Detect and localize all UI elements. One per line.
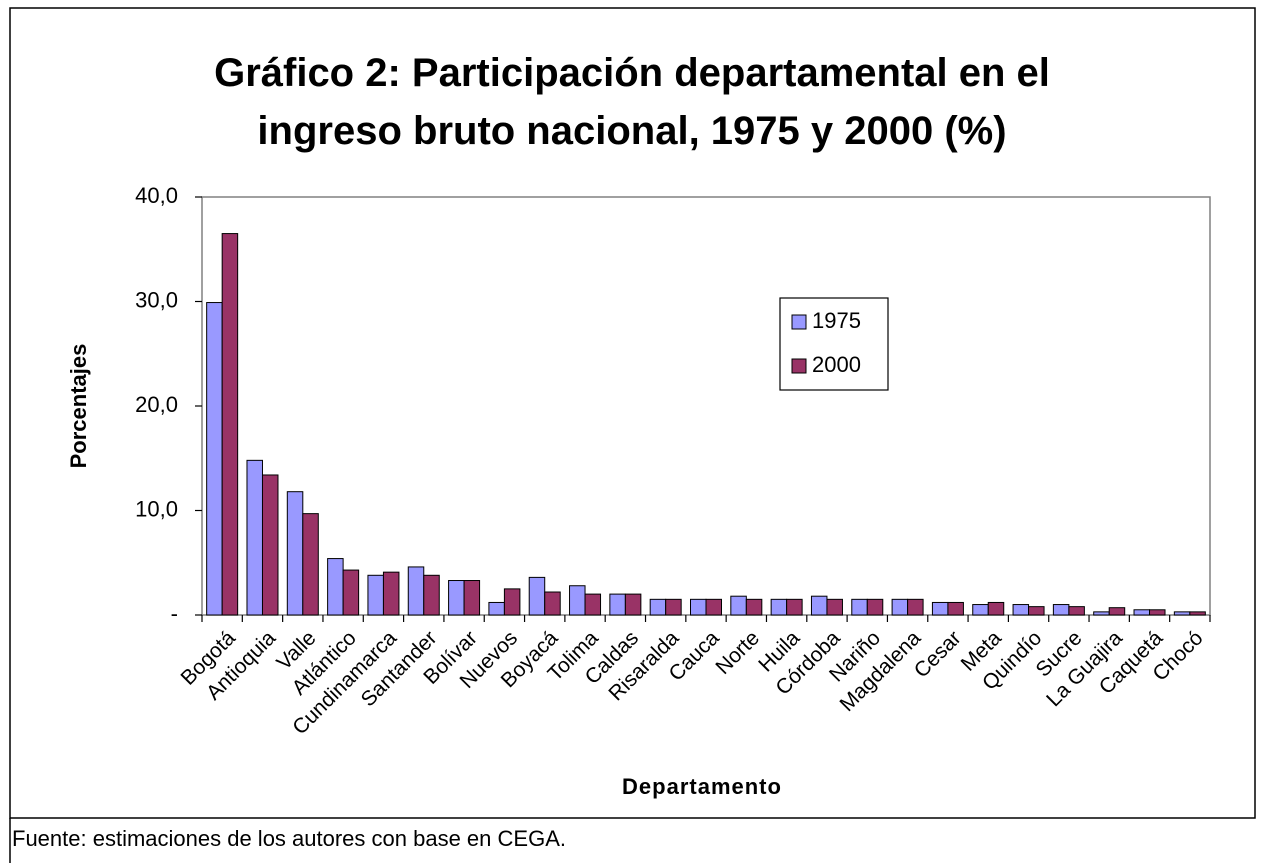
bar xyxy=(1149,609,1166,616)
bar xyxy=(327,558,344,616)
bar xyxy=(221,233,239,616)
bar xyxy=(544,591,561,616)
legend-swatch xyxy=(791,314,807,330)
bar xyxy=(987,601,1005,616)
bar xyxy=(448,580,465,616)
bar xyxy=(423,574,440,616)
bar xyxy=(826,598,843,616)
bar xyxy=(1012,604,1030,616)
bar xyxy=(745,598,763,616)
bar xyxy=(342,569,360,616)
x-axis-label: Departamento xyxy=(622,774,782,799)
legend-swatch xyxy=(791,358,807,374)
bar xyxy=(891,598,909,616)
bar xyxy=(851,598,868,616)
bar xyxy=(246,459,263,616)
chart-frame xyxy=(9,7,1256,819)
bar xyxy=(947,601,964,616)
x-tick-label: Norte xyxy=(711,626,764,679)
bar xyxy=(463,580,481,616)
bar xyxy=(407,566,425,616)
bar xyxy=(770,598,788,616)
y-tick-label: 40,0 xyxy=(135,183,178,208)
bar xyxy=(382,571,400,616)
y-tick-label: 30,0 xyxy=(135,287,178,312)
bar xyxy=(286,491,304,616)
bar xyxy=(730,595,747,616)
bar xyxy=(488,601,505,616)
bar xyxy=(1189,611,1206,616)
bar xyxy=(1108,607,1126,616)
bar xyxy=(261,474,279,616)
bar xyxy=(206,302,223,616)
bar xyxy=(1068,606,1085,616)
bar xyxy=(907,598,924,616)
y-axis-label: Porcentajes xyxy=(66,344,91,469)
legend-box xyxy=(779,297,889,391)
chart-title: Gráfico 2: Participación departamental e… xyxy=(214,51,1050,153)
bar xyxy=(569,585,586,616)
bar xyxy=(931,601,949,616)
bar xyxy=(1173,611,1191,616)
bar xyxy=(810,595,828,616)
bar xyxy=(1028,606,1045,616)
x-tick-label: Cesar xyxy=(910,626,966,682)
bar xyxy=(705,598,722,616)
legend-label: 1975 xyxy=(812,308,861,333)
bar xyxy=(866,598,884,616)
legend-label: 2000 xyxy=(812,352,861,377)
bar xyxy=(649,598,667,616)
bar xyxy=(609,593,626,616)
bar xyxy=(528,576,546,616)
bar xyxy=(690,598,707,616)
bar xyxy=(1133,609,1151,616)
y-tick-label: - xyxy=(171,601,178,626)
bar xyxy=(786,598,803,616)
source-note: Fuente: estimaciones de los autores con … xyxy=(12,826,566,851)
y-tick-label: 20,0 xyxy=(135,392,178,417)
bar xyxy=(1093,611,1110,616)
bar xyxy=(302,513,319,616)
bar xyxy=(665,598,682,616)
bar xyxy=(1052,604,1070,616)
bar xyxy=(584,593,602,616)
bar xyxy=(503,588,521,616)
bar xyxy=(367,574,384,616)
bar xyxy=(624,593,642,616)
plot-area xyxy=(201,196,1211,616)
y-tick-label: 10,0 xyxy=(135,496,178,521)
bar xyxy=(972,604,989,616)
